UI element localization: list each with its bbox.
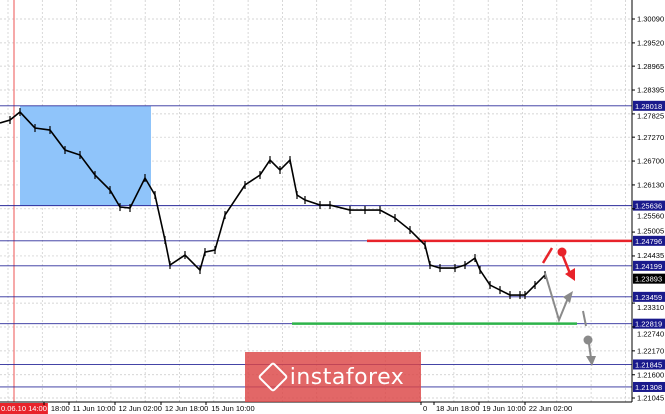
time-tick-label: 19 Jun 10:00 [482, 404, 525, 413]
time-cursor-badge [0, 403, 48, 414]
red-dot [557, 247, 567, 257]
level-price-label: 1.28018 [635, 102, 662, 111]
price-tick-label: 1.30090 [637, 15, 664, 24]
price-tick-label: 1.27825 [637, 112, 664, 121]
level-price-badge [633, 235, 665, 246]
instaforex-logo-icon [257, 361, 289, 393]
level-price-label: 1.23459 [635, 293, 662, 302]
time-tick-label: 0 [423, 404, 427, 413]
level-price-label: 1.21845 [635, 360, 662, 369]
current-price-badge [633, 273, 665, 284]
level-price-label: 1.22819 [635, 320, 662, 329]
level-price-label: 1.25636 [635, 202, 662, 211]
price-tick-label: 1.24435 [637, 251, 664, 260]
price-tick-label: 1.25560 [637, 212, 664, 221]
time-tick-label: 15 Jun 10:00 [211, 404, 254, 413]
instaforex-watermark: instaforex [245, 352, 421, 402]
price-tick-label: 1.27270 [637, 133, 664, 142]
time-tick-label: 18 Jun 18:00 [436, 404, 479, 413]
level-price-badge [633, 100, 665, 111]
time-tick-label: 18:00 [51, 404, 70, 413]
level-price-label: 1.21308 [635, 383, 662, 392]
gray-dot [583, 335, 593, 345]
level-price-badge [633, 381, 665, 392]
current-price-label: 1.23893 [635, 275, 662, 284]
price-tick-label: 1.26130 [637, 181, 664, 190]
price-tick-label: 1.22170 [637, 347, 664, 356]
time-cursor-label: 0.06.10 14:00 [1, 404, 47, 413]
price-tick-label: 1.28395 [637, 86, 664, 95]
price-tick-label: 1.29520 [637, 39, 664, 48]
gray-dash [582, 310, 587, 327]
price-tick-label: 1.26700 [637, 157, 664, 166]
sell-zone-rect [20, 105, 151, 206]
level-price-label: 1.24796 [635, 237, 662, 246]
gray-zigzag [544, 272, 569, 324]
red-dash [541, 247, 554, 264]
time-tick-label: 12 Jun 02:00 [119, 404, 162, 413]
price-tick-label: 1.22740 [637, 330, 664, 339]
price-tick-label: 1.21600 [637, 370, 664, 379]
price-tick-label: 1.21045 [637, 394, 664, 403]
time-tick-label: 12 Jun 18:00 [165, 404, 208, 413]
price-line [0, 110, 546, 296]
time-tick-label: 11 Jun 10:00 [73, 404, 116, 413]
gray-arrow-up-icon [563, 291, 573, 303]
time-tick-label: 22 Jun 02:00 [529, 404, 572, 413]
level-price-badge [633, 291, 665, 302]
level-price-badge [633, 200, 665, 211]
gray-arrow-down-icon [586, 356, 596, 366]
red-arrow-down-icon [565, 268, 575, 281]
level-price-badge [633, 359, 665, 370]
price-tick-label: 1.23310 [637, 303, 664, 312]
level-price-badge [633, 318, 665, 329]
price-tick-label: 1.25005 [637, 226, 664, 235]
level-price-badge [633, 260, 665, 271]
gray-arrow-shaft [588, 343, 592, 359]
watermark-text: instaforex [289, 364, 405, 390]
price-tick-label: 1.28965 [637, 62, 664, 71]
level-price-label: 1.24199 [635, 262, 662, 271]
